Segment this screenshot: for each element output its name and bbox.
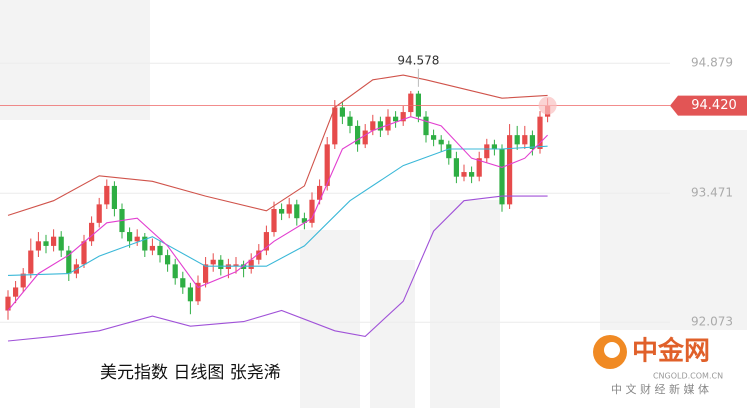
candle-body: [127, 232, 133, 242]
candle-body: [203, 264, 209, 283]
candle-body: [279, 208, 285, 214]
candle-body: [286, 204, 292, 214]
candle-body: [393, 116, 399, 122]
candle-body: [218, 259, 224, 269]
candle-body: [537, 116, 543, 149]
logo-name: 中金网: [632, 336, 710, 367]
candle-body: [35, 241, 41, 251]
candle-body: [96, 204, 102, 223]
candle-body: [157, 245, 163, 256]
candle-body: [104, 185, 110, 205]
candle-body: [89, 222, 95, 242]
candle-body: [355, 125, 361, 145]
candle-body: [149, 245, 155, 251]
candle-body: [377, 121, 383, 131]
caption: 美元指数 日线图 张尧浠: [100, 363, 281, 383]
last-price-glow: [538, 96, 557, 115]
candle-body: [370, 121, 376, 131]
candle-body: [499, 148, 505, 205]
y-tick-label: 92.073: [691, 315, 733, 329]
candle-body: [195, 282, 201, 302]
candle-body: [423, 116, 429, 136]
candle-body: [43, 241, 49, 246]
candle-body: [233, 264, 239, 267]
candle-body: [256, 250, 262, 260]
indicator-line: [7, 195, 548, 342]
last-price-tag: [670, 95, 747, 116]
candle-body: [111, 185, 117, 209]
candle-body: [476, 158, 482, 177]
candle-body: [362, 130, 368, 145]
candle-body: [529, 135, 535, 149]
candle-body: [339, 107, 345, 117]
logo-domain: CNGOLD.COM.CN: [653, 372, 723, 381]
high-label: 94.578: [397, 53, 439, 67]
candle-body: [134, 236, 140, 242]
candle-body: [263, 232, 269, 251]
candle-body: [484, 144, 490, 159]
candle-body: [332, 107, 338, 145]
y-tick-label: 93.471: [691, 186, 733, 200]
candle-body: [28, 250, 34, 274]
candle-body: [172, 264, 178, 279]
candle-body: [271, 208, 277, 233]
candle-body: [514, 135, 520, 145]
candle-body: [438, 139, 444, 145]
candle-body: [51, 236, 57, 246]
candle-body: [66, 250, 72, 274]
last-price-label: 94.420: [691, 98, 737, 113]
candle-body: [317, 185, 323, 200]
candle-body: [385, 116, 391, 131]
candle-body: [180, 278, 186, 288]
indicator-line: [7, 145, 548, 276]
candle-body: [301, 218, 307, 223]
indicator-line: [7, 116, 548, 311]
candle-body: [491, 144, 497, 149]
candle-body: [294, 204, 300, 219]
candle-body: [20, 273, 26, 288]
candle-body: [187, 287, 193, 302]
candle-body: [469, 172, 475, 177]
candle-body: [210, 259, 216, 265]
candle-body: [507, 135, 513, 205]
candle-body: [248, 259, 254, 269]
candle-body: [415, 93, 421, 117]
logo: 中金网 CNGOLD.COM.CN 中 文 财 经 新 媒 体: [593, 335, 723, 396]
indicator-line: [7, 74, 548, 216]
candle-body: [453, 158, 459, 177]
candle-body: [13, 287, 19, 297]
candle-body: [58, 236, 64, 251]
candle-body: [461, 172, 467, 177]
candle-body: [446, 144, 452, 159]
candle-body: [5, 296, 11, 311]
candle-body: [309, 199, 315, 223]
logo-tagline: 中 文 财 经 新 媒 体: [611, 382, 709, 396]
logo-icon-inner: [604, 342, 620, 358]
y-tick-label: 94.879: [691, 56, 733, 70]
candle-body: [165, 255, 171, 265]
candle-body: [408, 93, 414, 113]
candle-body: [81, 241, 87, 265]
candle-body: [431, 135, 437, 140]
candle-body: [347, 116, 353, 126]
candle-body: [324, 144, 330, 186]
candle-body: [522, 135, 528, 145]
candle-body: [400, 112, 406, 122]
candle-body: [142, 236, 148, 251]
